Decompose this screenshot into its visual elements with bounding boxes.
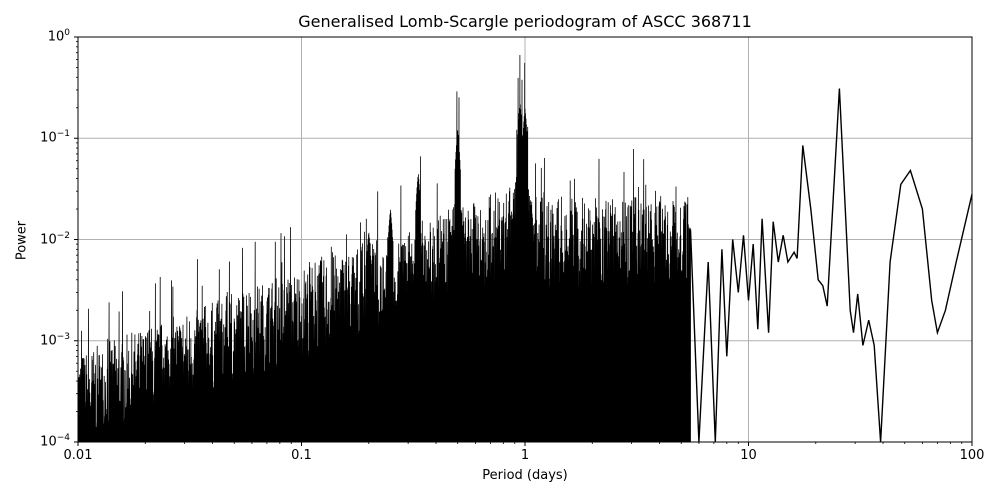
- periodogram-curve: [689, 88, 973, 443]
- x-tick-label: 1: [520, 448, 530, 463]
- y-tick-label: 10−3: [40, 332, 70, 349]
- y-tick-label: 10−2: [40, 231, 70, 248]
- y-tick-label: 10−1: [40, 129, 70, 146]
- plot-area: [77, 54, 973, 443]
- y-axis-label: Power: [14, 220, 30, 261]
- x-tick-label: 0.1: [291, 448, 312, 463]
- x-axis-label: Period (days): [482, 468, 568, 483]
- periodogram-dense-series: [77, 54, 691, 443]
- y-tick-label: 10−4: [40, 433, 70, 450]
- x-tick-label: 100: [959, 448, 985, 463]
- x-tick-label: 0.01: [63, 448, 93, 463]
- chart-title: Generalised Lomb-Scargle periodogram of …: [298, 12, 752, 31]
- y-tick-label: 100: [47, 28, 70, 45]
- axes-frame: [77, 36, 973, 443]
- x-tick-label: 10: [740, 448, 757, 463]
